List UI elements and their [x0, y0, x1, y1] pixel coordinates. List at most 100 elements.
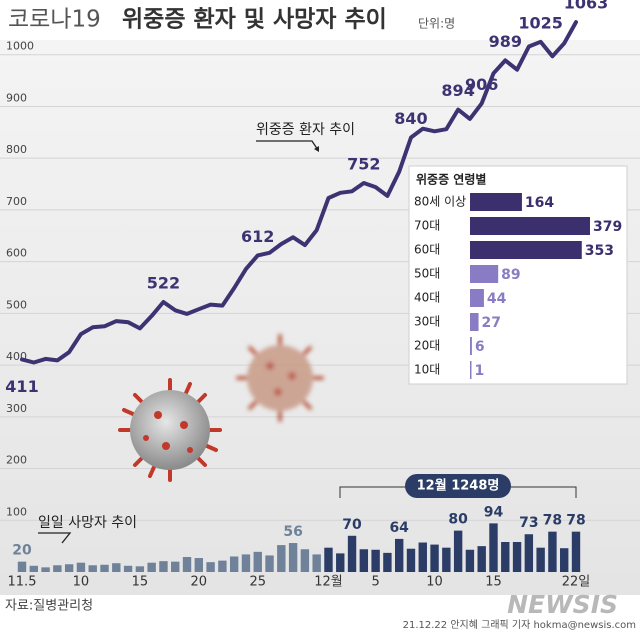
bar [394, 538, 404, 572]
inset-bar [470, 361, 472, 379]
bar [406, 548, 416, 572]
bar [536, 547, 545, 572]
bar [288, 543, 298, 572]
bar [229, 556, 239, 572]
inset-value-label: 89 [501, 267, 520, 283]
chart-title: 위중증 환자 및 사망자 추이 [122, 7, 387, 33]
inset-category-label: 10대 [414, 363, 440, 377]
line-value-label: 906 [465, 75, 498, 94]
line-value-label: 840 [394, 109, 427, 128]
bar [135, 566, 145, 572]
x-tick-label: 25 [249, 575, 266, 590]
bar-value-label: 20 [12, 543, 32, 559]
bar [512, 541, 522, 572]
bar [453, 530, 463, 572]
bar [347, 535, 357, 572]
inset-bar [470, 337, 472, 355]
bracket-pill [405, 474, 511, 498]
bar-value-label: 80 [448, 512, 468, 528]
line-value-label: 411 [5, 377, 38, 396]
x-tick-label: 20 [191, 575, 208, 590]
bar-value-label: 64 [389, 520, 409, 536]
inset-title: 위중증 연령별 [416, 172, 486, 187]
bar [88, 565, 97, 572]
bar [312, 554, 321, 572]
inset-bar [470, 289, 484, 307]
inset-category-label: 50대 [414, 267, 440, 281]
bar-value-label: 78 [543, 513, 562, 529]
bar [300, 549, 310, 572]
line-value-label: 612 [241, 227, 274, 246]
bar [359, 549, 369, 572]
bar-value-label: 94 [484, 504, 504, 520]
bar [206, 562, 215, 572]
y-tick-label: 100 [6, 505, 27, 518]
bar [64, 564, 74, 572]
logo: NEWSIS [507, 590, 618, 619]
bar [418, 542, 427, 572]
bar [501, 541, 510, 572]
bar [560, 548, 569, 572]
inset-value-label: 353 [585, 243, 614, 259]
y-tick-label: 800 [6, 143, 27, 156]
bar [218, 560, 227, 572]
inset-value-label: 44 [487, 291, 507, 307]
bar [253, 551, 262, 572]
source: 자료:질병관리청 [5, 599, 93, 614]
bar [442, 547, 451, 572]
bar [265, 555, 274, 572]
inset-bar [470, 265, 499, 283]
x-tick-label: 10 [426, 575, 443, 590]
inset-value-label: 27 [482, 315, 501, 331]
y-tick-label: 500 [6, 298, 27, 311]
inset-value-label: 1 [475, 363, 485, 379]
y-tick-label: 600 [6, 247, 27, 260]
bar [17, 561, 27, 572]
y-tick-label: 900 [6, 91, 27, 104]
y-tick-label: 700 [6, 195, 27, 208]
bar [123, 565, 133, 572]
inset-category-label: 20대 [414, 339, 440, 353]
bar [112, 563, 121, 572]
line-value-label: 1025 [518, 13, 563, 32]
bar [76, 562, 86, 572]
x-tick-label: 5 [371, 575, 379, 590]
line [20, 20, 578, 365]
line-value-label: 752 [347, 155, 380, 174]
bar [324, 547, 333, 572]
x-tick-label: 15 [485, 575, 502, 590]
bar [489, 523, 498, 572]
credit: 21.12.22 안지혜 그래픽 기자 hokma@newsis.com [403, 619, 636, 631]
x-tick-label: 22일 [562, 575, 591, 590]
line-value-label: 894 [441, 81, 474, 100]
bar [548, 531, 557, 572]
bar [182, 556, 192, 572]
bar-value-label: 56 [283, 524, 302, 540]
bar [159, 561, 168, 572]
bar [29, 565, 38, 572]
line-value-label: 522 [147, 273, 180, 292]
bar-annotation: 일일 사망자 추이 [38, 515, 137, 544]
bar [41, 567, 50, 572]
bar [147, 562, 156, 572]
bar [194, 558, 204, 572]
x-tick-label: 11.5 [8, 575, 37, 590]
line-series-label: 위중증 환자 추이 [256, 122, 355, 138]
x-tick-label: 10 [73, 575, 90, 590]
inset-value-label: 164 [525, 195, 554, 211]
line-annotation: 위중증 환자 추이 [256, 122, 355, 152]
inset-category-label: 70대 [414, 219, 440, 233]
bar [371, 549, 380, 572]
bar [524, 534, 534, 572]
inset-category-label: 40대 [414, 291, 440, 305]
inset-bar [470, 193, 522, 211]
bar [571, 531, 581, 572]
inset-bar [470, 313, 479, 331]
inset-category-label: 30대 [414, 315, 440, 329]
bar [465, 549, 475, 572]
bar [477, 546, 486, 572]
bar-value-label: 70 [342, 517, 362, 533]
bar [100, 564, 109, 572]
